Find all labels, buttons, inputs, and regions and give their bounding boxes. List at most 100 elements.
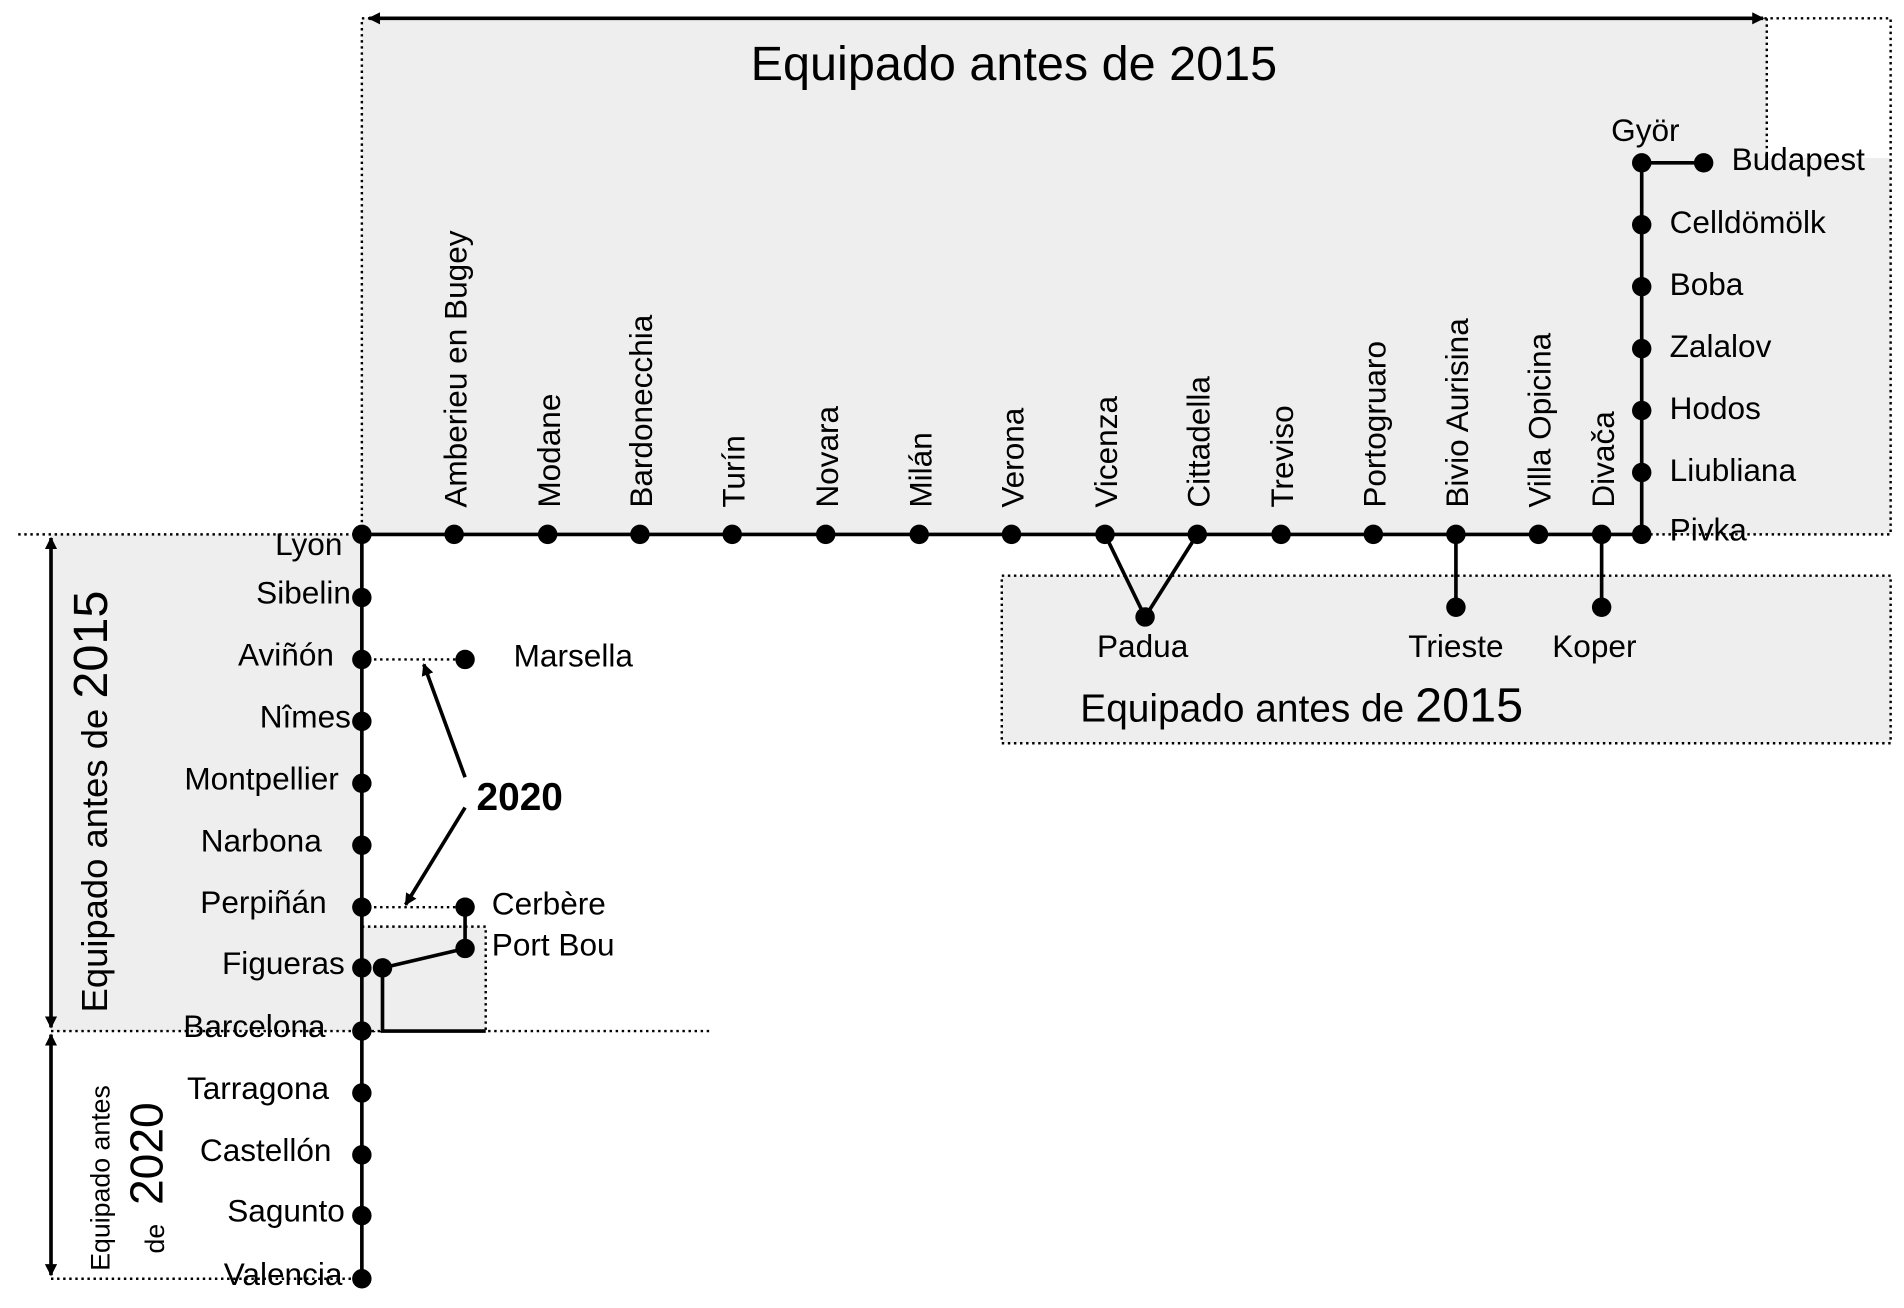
annotation: 2020 — [477, 776, 563, 819]
station-label: Trieste — [1408, 628, 1503, 664]
station-node — [537, 524, 558, 545]
region-label: Equipado antes de 2015 — [64, 591, 118, 1013]
station-node — [1591, 597, 1612, 617]
station-node — [455, 938, 475, 959]
region-right — [1000, 574, 1892, 745]
station-label: Koper — [1552, 628, 1636, 664]
station-label: Port Bou — [492, 927, 615, 963]
station-node — [1693, 153, 1714, 173]
station-node — [352, 1269, 372, 1289]
station-node — [1591, 524, 1612, 545]
station-label: Figueras — [222, 945, 345, 981]
station-label: Montpellier — [184, 760, 338, 796]
region-left — [51, 534, 362, 1032]
station-node — [455, 897, 475, 917]
station-node — [352, 587, 372, 608]
station-node — [1001, 524, 1022, 545]
station-label: Zalalov — [1670, 328, 1772, 364]
station-label: Castellón — [200, 1132, 332, 1168]
station-label: Perpiñán — [200, 884, 326, 920]
station-node — [352, 958, 372, 978]
pointer-arrow — [404, 806, 467, 906]
station-label: Boba — [1670, 266, 1744, 302]
station-label: Turín — [715, 435, 751, 507]
station-node — [1446, 597, 1466, 617]
station-label: Novara — [809, 405, 845, 507]
station-node — [352, 1205, 372, 1226]
station-node — [1632, 153, 1652, 173]
region-top — [361, 18, 1891, 535]
station-node — [455, 649, 475, 670]
station-node — [352, 1145, 372, 1165]
station-label: Barcelona — [183, 1008, 326, 1044]
region-label: de — [140, 1224, 170, 1254]
station-node — [1135, 607, 1155, 627]
station-label: Verona — [995, 407, 1031, 507]
station-node — [1446, 524, 1466, 545]
station-node — [909, 524, 929, 545]
station-node — [1632, 462, 1652, 483]
station-label: Lyon — [275, 526, 342, 562]
region-label-year: 2015 — [1415, 678, 1523, 732]
station-label: Nîmes — [260, 698, 351, 734]
station-label: Padua — [1097, 628, 1189, 664]
station-node — [1632, 338, 1652, 359]
station-label: Liubliana — [1670, 452, 1797, 488]
station-label: Sagunto — [227, 1193, 345, 1229]
station-label: Bardonecchia — [623, 314, 659, 507]
station-label: Modane — [531, 394, 567, 508]
station-node — [352, 773, 372, 794]
station-label: Aviñón — [238, 637, 334, 673]
station-label: Marsella — [514, 638, 634, 674]
station-node — [352, 1083, 372, 1103]
track — [380, 946, 486, 1033]
station-label: Sibelin — [256, 575, 351, 611]
station-label: Tarragona — [187, 1070, 330, 1106]
station-node — [816, 524, 836, 545]
station-label: Portogruaro — [1357, 341, 1393, 508]
region-label-year: 2015 — [64, 591, 118, 699]
station-label: Hodos — [1670, 390, 1761, 426]
stations: Lyon Amberieu en Bugey Modane Bardonecchia T… — [183, 112, 1865, 1292]
station-label: Celldömölk — [1670, 204, 1826, 240]
region-label: Equipado antes — [85, 1085, 115, 1271]
station-node — [352, 1021, 372, 1041]
station-label: Narbona — [201, 822, 323, 858]
station-label: Cittadella — [1180, 376, 1216, 508]
station-node — [1187, 524, 1207, 545]
station-node — [1363, 524, 1384, 545]
station-label: Valencia — [224, 1256, 343, 1292]
station-label: Vicenza — [1088, 396, 1124, 508]
region-label-text: Equipado antes de — [1080, 687, 1404, 730]
station-node — [352, 649, 372, 670]
station-node — [722, 524, 742, 545]
station-label: Milán — [902, 432, 938, 507]
region-label-text: Equipado antes de — [74, 709, 115, 1013]
station-node — [1632, 400, 1652, 421]
station-node — [630, 524, 650, 545]
station-label: Amberieu en Bugey — [437, 230, 473, 507]
station-label: Treviso — [1264, 405, 1300, 507]
station-label: Pivka — [1670, 511, 1748, 547]
station-label: Györ — [1611, 112, 1679, 148]
station-node — [352, 897, 372, 917]
station-label: Budapest — [1732, 141, 1866, 177]
station-label: Villa Opicina — [1522, 332, 1558, 507]
station-label: Divača — [1585, 411, 1621, 508]
station-node — [1528, 524, 1549, 545]
station-node — [1632, 215, 1652, 235]
station-label: Bivio Aurisina — [1439, 318, 1475, 508]
station-node — [444, 524, 464, 545]
station-label: Cerbère — [492, 885, 606, 921]
region-label: Equipado antes de 2015 — [1080, 678, 1523, 732]
region-label: 2020 — [121, 1102, 173, 1205]
pointer-arrow — [421, 663, 467, 778]
station-node — [1095, 524, 1115, 545]
station-node — [352, 711, 372, 732]
station-node — [352, 524, 372, 545]
station-node — [1632, 524, 1652, 545]
station-node — [1271, 524, 1291, 545]
region-label: Equipado antes de 2015 — [751, 37, 1278, 91]
junction-node — [372, 958, 393, 978]
